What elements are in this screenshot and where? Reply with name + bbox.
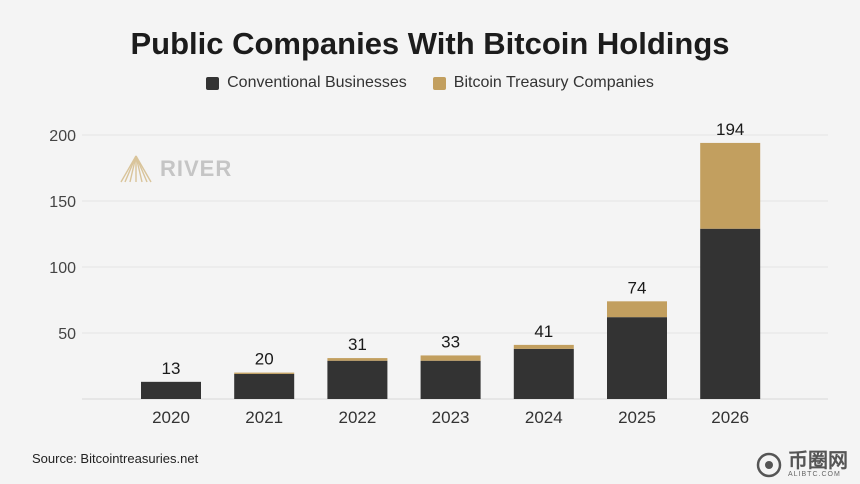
legend-label-conventional: Conventional Businesses (227, 74, 407, 91)
data-label-2023: 33 (441, 332, 460, 351)
legend: Conventional Businesses Bitcoin Treasury… (0, 74, 860, 92)
bar-conventional-2024 (513, 348, 574, 399)
x-tick-label-2024: 2024 (525, 408, 563, 427)
data-label-2020: 13 (162, 359, 181, 378)
legend-item-conventional: Conventional Businesses (206, 74, 407, 92)
x-tick-label-2020: 2020 (152, 408, 190, 427)
river-logo-text: RIVER (160, 156, 233, 181)
watermark-logo-icon (756, 452, 782, 477)
legend-label-treasury: Bitcoin Treasury Companies (453, 74, 654, 91)
legend-swatch-treasury (432, 76, 446, 90)
y-tick-label: 100 (49, 260, 76, 277)
chart-title: Public Companies With Bitcoin Holdings (130, 26, 730, 61)
x-tick-label-2025: 2025 (618, 408, 656, 427)
bar-conventional-2020 (141, 381, 201, 399)
source-note: Source: Bitcointreasuries.net (32, 451, 199, 466)
watermark-en: ALIBTC.COM (788, 471, 841, 478)
bar-conventional-2025 (607, 317, 667, 399)
bar-treasury-2024 (513, 344, 574, 349)
data-label-2022: 31 (348, 335, 367, 354)
x-tick-label-2021: 2021 (245, 408, 283, 427)
y-tick-label: 150 (49, 194, 76, 211)
y-tick-label: 200 (49, 128, 76, 145)
data-label-2021: 20 (255, 350, 274, 369)
bar-treasury-2022 (327, 358, 388, 361)
river-logo: RIVER (120, 155, 232, 183)
data-label-2024: 41 (534, 322, 553, 341)
bar-treasury-2023 (420, 355, 481, 361)
bar-conventional-2022 (327, 360, 388, 399)
x-tick-label-2022: 2022 (338, 408, 376, 427)
bar-conventional-2023 (420, 360, 481, 399)
watermark: 币圈网 ALIBTC.COM (756, 451, 848, 478)
data-label-2026: 194 (716, 120, 744, 139)
x-tick-label-2023: 2023 (432, 408, 470, 427)
bar-treasury-2021 (234, 372, 295, 374)
river-triangle-icon (120, 155, 152, 183)
data-label-2025: 74 (628, 278, 647, 297)
bar-treasury-2025 (607, 301, 667, 318)
legend-swatch-conventional (206, 76, 220, 90)
x-tick-label-2026: 2026 (711, 408, 749, 427)
legend-item-treasury: Bitcoin Treasury Companies (432, 74, 654, 92)
bar-treasury-2026 (700, 142, 761, 229)
watermark-cn: 币圈网 (788, 450, 848, 472)
y-tick-label: 50 (58, 326, 76, 343)
bar-conventional-2026 (700, 228, 761, 399)
bar-conventional-2021 (234, 373, 295, 399)
